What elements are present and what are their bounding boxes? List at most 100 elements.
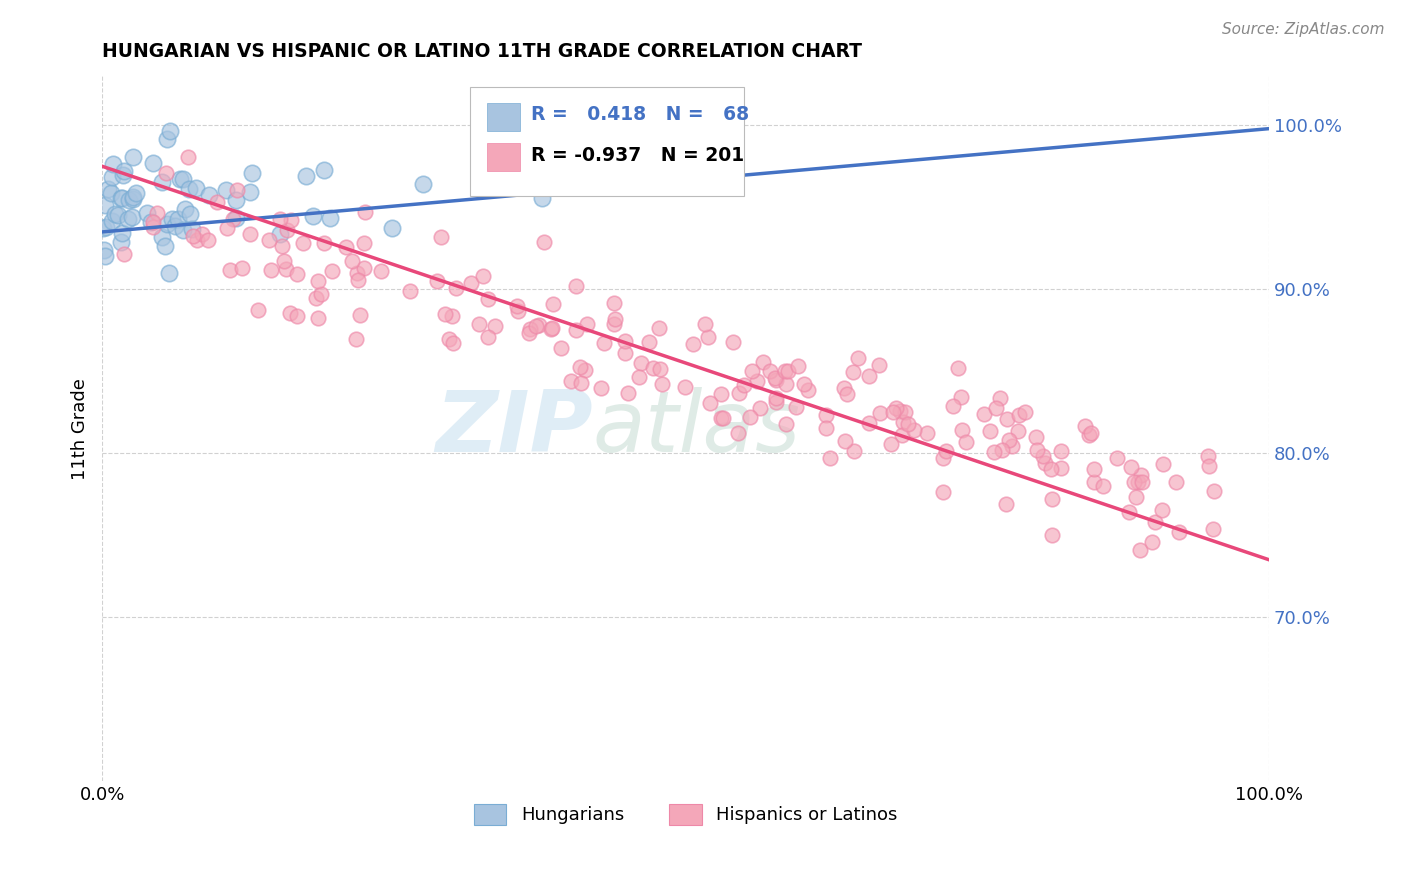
Point [793, 377, 815, 392]
Point [1125, 490, 1147, 504]
Point [711, 410, 734, 425]
Point [444, 280, 467, 294]
Point [472, 268, 495, 283]
Point [773, 364, 796, 378]
Point [1168, 524, 1191, 539]
Point [468, 317, 491, 331]
Point [239, 227, 262, 242]
Point [91, 221, 114, 235]
Point [1118, 505, 1140, 519]
Point [1083, 462, 1105, 476]
Point [991, 442, 1014, 457]
Point [477, 330, 499, 344]
Point [1025, 443, 1047, 458]
Point [460, 276, 482, 290]
Point [893, 405, 915, 419]
Point [834, 434, 856, 448]
Point [1132, 475, 1154, 490]
Point [1040, 461, 1063, 475]
Point [513, 147, 536, 161]
Point [160, 211, 183, 226]
Point [110, 235, 132, 249]
Point [627, 369, 650, 384]
Point [815, 408, 838, 422]
Point [269, 227, 291, 242]
Text: HUNGARIAN VS HISPANIC OR LATINO 11TH GRADE CORRELATION CHART: HUNGARIAN VS HISPANIC OR LATINO 11TH GRA… [103, 42, 862, 61]
Point [506, 304, 529, 318]
Point [177, 150, 200, 164]
Point [94, 249, 117, 263]
Point [903, 423, 925, 437]
Point [986, 401, 1008, 415]
Point [1040, 528, 1063, 542]
Point [484, 318, 506, 333]
Point [882, 405, 904, 419]
FancyBboxPatch shape [488, 103, 520, 131]
Point [370, 264, 392, 278]
Text: R =   0.418   N =   68: R = 0.418 N = 68 [530, 105, 748, 125]
Point [748, 401, 770, 415]
Point [156, 132, 179, 146]
Point [278, 306, 301, 320]
Point [269, 212, 291, 227]
Point [239, 185, 262, 199]
Point [1150, 503, 1173, 517]
Point [643, 360, 665, 375]
Point [231, 260, 253, 275]
Point [225, 193, 247, 207]
Point [101, 170, 124, 185]
Point [155, 166, 177, 180]
Point [869, 406, 891, 420]
Point [477, 292, 499, 306]
Point [1129, 542, 1152, 557]
Point [932, 484, 955, 499]
Point [1119, 459, 1142, 474]
Point [136, 206, 159, 220]
Point [97, 182, 120, 196]
Point [312, 163, 335, 178]
Point [523, 178, 546, 192]
Point [167, 212, 190, 227]
Point [524, 180, 547, 194]
Point [169, 172, 191, 186]
Point [191, 227, 214, 241]
Point [858, 416, 880, 430]
Point [107, 208, 129, 222]
Point [765, 373, 787, 387]
Point [994, 497, 1017, 511]
Point [398, 284, 420, 298]
Point [1074, 419, 1097, 434]
Point [616, 385, 638, 400]
Point [574, 363, 596, 377]
Point [257, 233, 280, 247]
Point [1201, 522, 1223, 536]
Point [1105, 451, 1128, 466]
Y-axis label: 11th Grade: 11th Grade [72, 377, 89, 480]
Point [122, 150, 145, 164]
Point [630, 356, 652, 370]
Point [93, 243, 115, 257]
Point [222, 212, 245, 227]
Point [1078, 428, 1101, 442]
Point [305, 291, 328, 305]
Point [728, 386, 751, 401]
Point [276, 222, 298, 236]
Point [302, 210, 325, 224]
Point [218, 263, 240, 277]
Point [1140, 535, 1163, 549]
Point [198, 187, 221, 202]
Point [998, 433, 1021, 447]
Point [122, 190, 145, 204]
Point [1008, 409, 1031, 423]
Point [733, 378, 755, 392]
Point [567, 161, 589, 176]
Point [868, 358, 890, 372]
Point [775, 417, 797, 431]
Point [973, 407, 995, 421]
Point [775, 376, 797, 391]
Point [721, 335, 744, 350]
Point [565, 323, 588, 337]
Point [614, 334, 637, 349]
Point [568, 360, 591, 375]
Point [699, 396, 721, 410]
